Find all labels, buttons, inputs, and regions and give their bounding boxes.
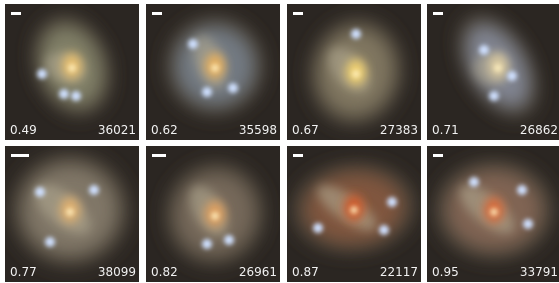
scale-bar xyxy=(11,154,29,157)
star-forming-knot xyxy=(37,69,47,79)
star-forming-knot xyxy=(188,39,198,49)
galaxy-panel: 0.87 22117 xyxy=(287,146,421,282)
star-forming-knot xyxy=(202,87,212,97)
star-forming-knot xyxy=(71,91,81,101)
redshift-label: 0.95 xyxy=(432,265,459,279)
galaxy-panel: 0.71 26862 xyxy=(427,0,559,140)
star-forming-knot xyxy=(228,83,238,93)
star-forming-knot xyxy=(379,225,389,235)
galaxy-nucleus xyxy=(494,64,502,72)
redshift-label: 0.71 xyxy=(432,123,459,137)
galaxy-panel: 0.62 35598 xyxy=(146,0,283,140)
scale-bar xyxy=(293,154,303,157)
galaxy-nucleus xyxy=(66,208,74,216)
redshift-label: 0.62 xyxy=(151,123,178,137)
scale-bar xyxy=(11,12,21,15)
galaxy-id-label: 22117 xyxy=(380,265,418,279)
star-forming-knot xyxy=(523,219,533,229)
scale-bar xyxy=(293,12,303,15)
galaxy-nucleus xyxy=(490,208,498,216)
page: 0.49 36021 0.62 35598 0.67 27383 0.71 26862 0.77… xyxy=(0,0,559,283)
star-forming-knot xyxy=(489,91,499,101)
galaxy-panel: 0.95 33791 xyxy=(427,146,559,282)
star-forming-knot xyxy=(224,235,234,245)
galaxy-image xyxy=(10,153,130,268)
galaxy-panel: 0.67 27383 xyxy=(287,4,421,140)
star-forming-knot xyxy=(517,185,527,195)
galaxy-nucleus xyxy=(352,70,360,78)
star-forming-knot xyxy=(387,197,397,207)
star-forming-knot xyxy=(507,71,517,81)
redshift-label: 0.87 xyxy=(292,265,319,279)
star-forming-knot xyxy=(202,239,212,249)
star-forming-knot xyxy=(351,29,361,39)
galaxy-id-label: 36021 xyxy=(98,123,136,137)
galaxy-id-label: 26862 xyxy=(520,123,558,137)
scale-bar xyxy=(152,154,166,157)
redshift-label: 0.82 xyxy=(151,265,178,279)
galaxy-nucleus xyxy=(211,64,219,72)
scale-bar xyxy=(433,154,443,157)
galaxy-id-label: 27383 xyxy=(380,123,418,137)
galaxy-nucleus xyxy=(68,64,76,72)
galaxy-panel: 0.82 26961 xyxy=(146,146,280,282)
galaxy-id-label: 33791 xyxy=(520,265,558,279)
galaxy-id-label: 38099 xyxy=(98,265,136,279)
galaxy-image xyxy=(434,160,554,260)
galaxy-id-label: 35598 xyxy=(239,123,277,137)
scale-bar xyxy=(433,12,443,15)
star-forming-knot xyxy=(45,237,55,247)
star-forming-knot xyxy=(35,187,45,197)
galaxy-panel: 0.49 36021 xyxy=(5,4,139,140)
star-forming-knot xyxy=(313,223,323,233)
redshift-label: 0.67 xyxy=(292,123,319,137)
star-forming-knot xyxy=(59,89,69,99)
scale-bar xyxy=(152,12,162,15)
galaxy-grid: 0.49 36021 0.62 35598 0.67 27383 0.71 26862 0.77… xyxy=(0,0,559,283)
galaxy-panel: 0.77 38099 xyxy=(5,146,139,282)
star-forming-knot xyxy=(479,45,489,55)
star-forming-knot xyxy=(89,185,99,195)
galaxy-id-label: 26961 xyxy=(239,265,277,279)
redshift-label: 0.49 xyxy=(10,123,37,137)
redshift-label: 0.77 xyxy=(10,265,37,279)
galaxy-nucleus xyxy=(350,206,358,214)
star-forming-knot xyxy=(469,177,479,187)
galaxy-nucleus xyxy=(211,212,219,220)
